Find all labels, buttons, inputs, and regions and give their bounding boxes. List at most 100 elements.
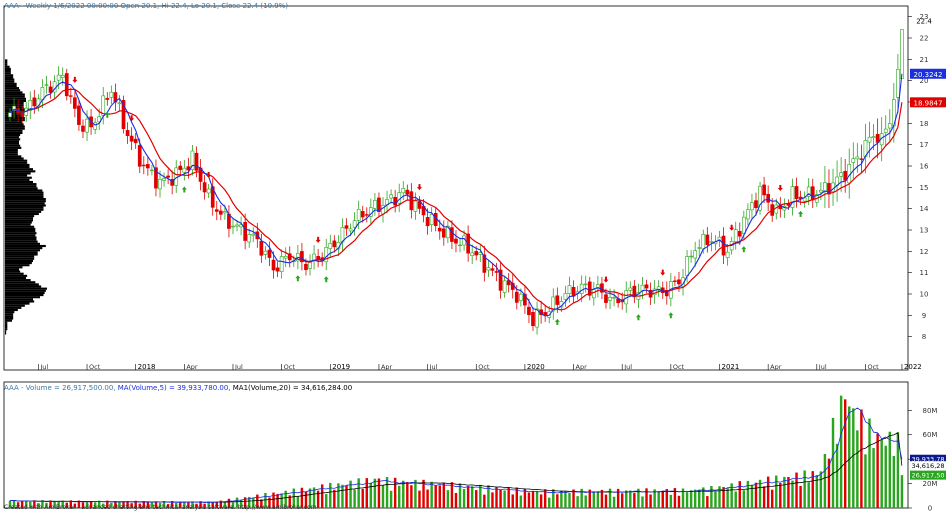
volume-bar — [669, 494, 673, 508]
volume-profile-bin — [5, 242, 40, 245]
candle-body — [697, 247, 702, 249]
volume-bar — [552, 489, 555, 508]
volume-profile-bin — [5, 247, 43, 250]
volume-bar — [856, 430, 859, 508]
volume-profile-bin — [5, 65, 10, 68]
candle-body — [8, 112, 12, 118]
candle-body — [543, 312, 548, 316]
candle-body — [741, 216, 746, 234]
volume-bar — [349, 480, 352, 508]
volume-bar — [827, 458, 831, 508]
candle-body — [705, 234, 710, 245]
candle-body — [555, 295, 560, 305]
candle-body — [737, 231, 742, 237]
candle-body — [73, 97, 77, 109]
volume-bar — [499, 489, 502, 508]
candle-body — [141, 164, 146, 167]
volume-bar — [45, 502, 48, 508]
volume-bar — [89, 501, 93, 508]
volume-bar — [548, 497, 551, 508]
buy-arrow — [323, 276, 329, 283]
volume-bar — [118, 501, 121, 508]
volume-bar — [203, 503, 206, 508]
volume-profile-bin — [5, 95, 25, 98]
volume-bar — [900, 475, 904, 508]
volume-bar — [677, 495, 681, 508]
candle-body — [154, 167, 158, 189]
volume-bar — [653, 489, 656, 508]
candle-body — [251, 233, 256, 236]
footer-credit: Created with AmiBroker - advanced charti… — [4, 504, 317, 511]
volume-profile-bin — [5, 298, 33, 301]
candle-body — [498, 269, 503, 291]
volume-ma20-tag: 34,616,28 — [911, 462, 944, 470]
volume-bar — [572, 489, 575, 508]
volume-bar — [576, 496, 579, 508]
candle-body — [377, 197, 381, 212]
x-tick-label: Oct — [284, 363, 296, 371]
volume-profile-bin — [5, 146, 22, 149]
x-tick-label: Jul — [623, 363, 632, 371]
volume-header-part1: AAA - Volume = 26,917,500.00, — [4, 384, 116, 392]
volume-bar — [300, 487, 304, 508]
candle-body — [794, 186, 799, 200]
candle-body — [166, 175, 170, 178]
volume-bar — [475, 490, 478, 508]
ma-fast-value-tag: 20.3242 — [914, 71, 943, 79]
volume-bar — [57, 501, 60, 508]
volume-bar — [134, 500, 137, 508]
volume-bar — [864, 454, 867, 508]
price-y-tick-label: 13 — [920, 227, 929, 235]
volume-bar — [515, 487, 519, 508]
candle-body — [235, 224, 239, 227]
volume-bar — [511, 494, 514, 508]
volume-bar — [779, 483, 782, 508]
volume-bar — [8, 500, 12, 508]
volume-bar — [199, 501, 202, 508]
volume-bar — [608, 488, 612, 508]
volume-profile-bin — [5, 200, 46, 203]
volume-bar — [397, 485, 401, 508]
volume-profile-bin — [5, 240, 38, 243]
price-y-tick-label: 21 — [920, 56, 929, 64]
volume-bar — [16, 502, 20, 508]
volume-bar — [110, 502, 113, 508]
candle-body — [77, 105, 81, 125]
volume-bar — [835, 443, 839, 508]
candle-body — [652, 288, 657, 296]
candle-body — [146, 164, 150, 169]
candle-body — [900, 29, 904, 79]
volume-bar — [256, 494, 259, 508]
volume-bar — [377, 478, 381, 508]
volume-profile-bin — [5, 302, 30, 305]
volume-bar — [81, 502, 85, 508]
volume-bar — [564, 491, 567, 508]
volume-profile-bin — [5, 236, 37, 239]
volume-profile-bin — [5, 166, 30, 169]
volume-bar — [219, 500, 223, 508]
candle-body — [535, 308, 539, 328]
price-header: AAA - Weekly 1/6/2022 00:00:00 Open 20.1… — [4, 2, 289, 10]
volume-profile-bin — [5, 283, 39, 286]
volume-bar — [20, 500, 24, 508]
volume-bar — [722, 487, 725, 508]
candle-body — [494, 271, 499, 273]
volume-bar — [698, 489, 701, 508]
candle-body — [470, 252, 475, 256]
volume-bar — [353, 489, 356, 508]
price-y-tick-label: 17 — [920, 141, 929, 149]
volume-bar — [446, 490, 450, 508]
candle-body — [393, 197, 397, 206]
volume-bar — [819, 471, 823, 508]
candle-body — [798, 196, 803, 199]
price-y-tick-label: 14 — [920, 205, 929, 213]
candle-body — [129, 135, 134, 142]
volume-bar — [37, 503, 40, 508]
volume-profile-bin — [5, 82, 17, 85]
volume-bar — [410, 485, 413, 508]
volume-bar — [329, 482, 332, 508]
volume-profile-bin — [5, 255, 35, 258]
volume-bar — [458, 483, 462, 508]
volume-profile-bin — [5, 289, 46, 292]
volume-profile-bin — [5, 195, 44, 198]
